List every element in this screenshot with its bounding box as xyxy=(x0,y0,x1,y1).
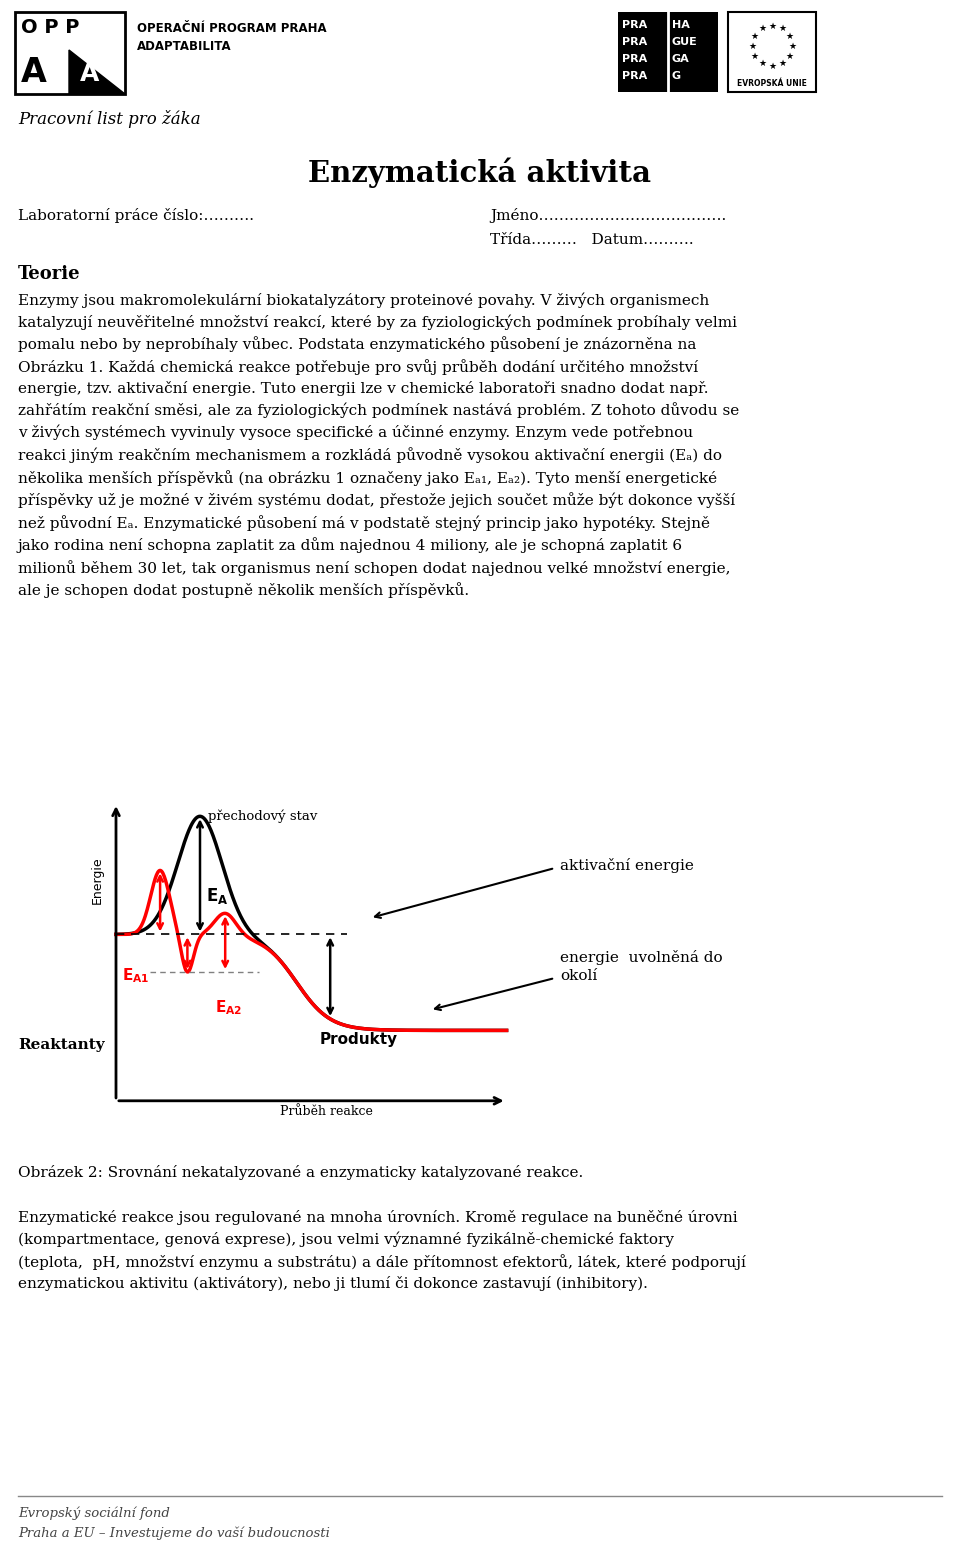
Text: energie  uvolněná do
okolí: energie uvolněná do okolí xyxy=(560,949,723,982)
Text: G: G xyxy=(672,70,682,81)
Text: Enzymatická aktivita: Enzymatická aktivita xyxy=(308,158,652,189)
Text: Průběh reakce: Průběh reakce xyxy=(279,1106,372,1118)
Text: ★: ★ xyxy=(758,59,766,67)
Text: ★: ★ xyxy=(768,22,776,31)
Text: ★: ★ xyxy=(751,52,758,61)
Text: ★: ★ xyxy=(778,59,786,67)
Text: Enzymatické reakce jsou regulované na mnoha úrovních. Kromě regulace na buněčné : Enzymatické reakce jsou regulované na mn… xyxy=(18,1211,746,1290)
Text: Enzymy jsou makromolekulární biokatalyzátory proteinové povahy. V živých organis: Enzymy jsou makromolekulární biokatalyzá… xyxy=(18,292,739,599)
Text: GUE: GUE xyxy=(672,38,698,47)
Text: A: A xyxy=(21,56,47,89)
Text: ★: ★ xyxy=(788,42,796,50)
Text: PRA: PRA xyxy=(622,55,647,64)
Text: přechodový stav: přechodový stav xyxy=(208,810,318,823)
Text: $\mathbf{E_A}$: $\mathbf{E_A}$ xyxy=(206,885,228,906)
Text: OPERAČNÍ PROGRAM PRAHA: OPERAČNÍ PROGRAM PRAHA xyxy=(137,22,326,34)
Text: Praha a EU – Investujeme do vaší budoucnosti: Praha a EU – Investujeme do vaší budoucn… xyxy=(18,1526,330,1541)
Text: PRA: PRA xyxy=(622,20,647,30)
Text: Energie: Energie xyxy=(90,856,104,904)
Bar xyxy=(728,13,816,92)
Text: aktivační energie: aktivační energie xyxy=(560,859,694,873)
Text: HA: HA xyxy=(672,20,690,30)
Text: Teorie: Teorie xyxy=(18,264,81,283)
Text: O P P: O P P xyxy=(21,19,80,38)
Text: ★: ★ xyxy=(768,61,776,70)
Text: Laboratorní práce číslo:……….: Laboratorní práce číslo:………. xyxy=(18,208,254,224)
Text: PRA: PRA xyxy=(622,38,647,47)
Text: $\mathbf{E_{A1}}$: $\mathbf{E_{A1}}$ xyxy=(122,967,150,985)
Bar xyxy=(618,13,718,92)
Text: Reaktanty: Reaktanty xyxy=(18,1038,105,1053)
Bar xyxy=(15,13,125,94)
Polygon shape xyxy=(69,50,125,94)
Text: ★: ★ xyxy=(785,31,793,41)
Text: Produkty: Produkty xyxy=(320,1032,397,1046)
Text: Obrázek 2: Srovnání nekatalyzované a enzymaticky katalyzované reakce.: Obrázek 2: Srovnání nekatalyzované a enz… xyxy=(18,1165,584,1179)
Text: ★: ★ xyxy=(758,23,766,33)
Text: GA: GA xyxy=(672,55,689,64)
Text: Třída………   Datum……….: Třída……… Datum………. xyxy=(490,233,694,247)
Text: A: A xyxy=(80,63,100,86)
Text: ★: ★ xyxy=(778,23,786,33)
Text: PRA: PRA xyxy=(622,70,647,81)
Text: ★: ★ xyxy=(748,42,756,50)
Text: Evropský sociální fond: Evropský sociální fond xyxy=(18,1506,170,1520)
Text: EVROPSKÁ UNIE: EVROPSKÁ UNIE xyxy=(737,80,807,88)
Text: ★: ★ xyxy=(751,31,758,41)
Text: $\mathbf{E_{A2}}$: $\mathbf{E_{A2}}$ xyxy=(215,999,242,1017)
Text: Jméno……………………………….: Jméno………………………………. xyxy=(490,208,727,224)
Text: ★: ★ xyxy=(785,52,793,61)
Text: ADAPTABILITA: ADAPTABILITA xyxy=(137,41,231,53)
Text: Pracovní list pro žáka: Pracovní list pro žáka xyxy=(18,109,201,128)
